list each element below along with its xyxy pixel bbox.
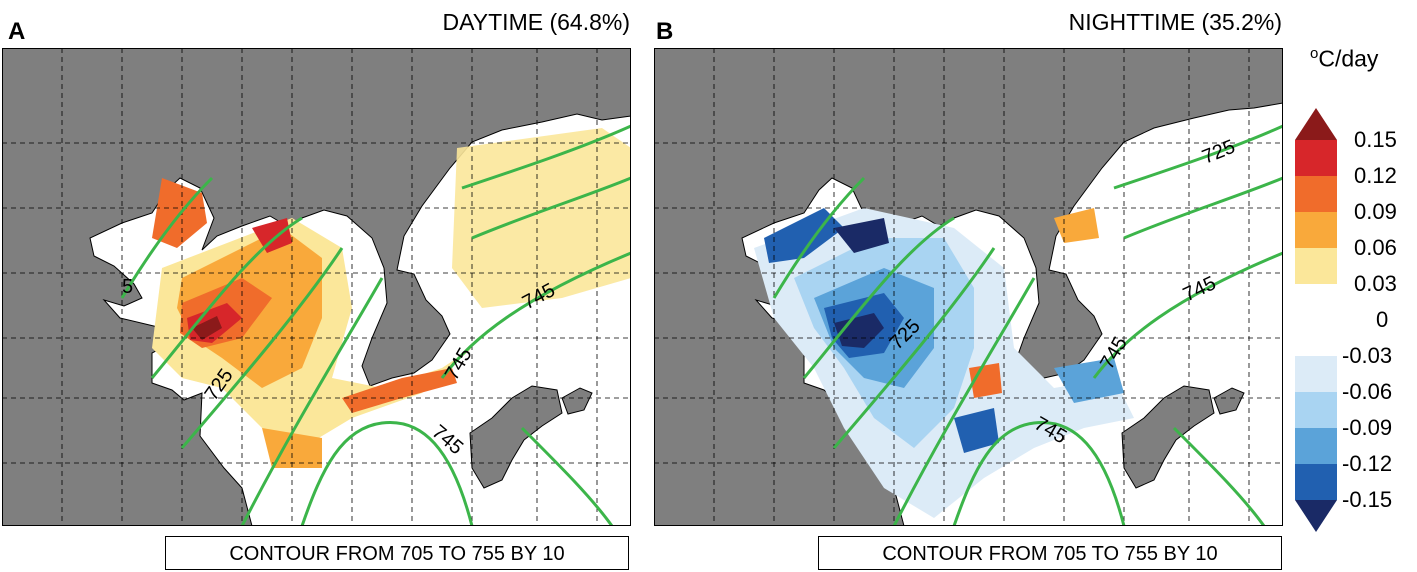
small-island xyxy=(1121,385,1215,489)
colorbar-segment xyxy=(1295,356,1337,392)
contour-label-5: 5 xyxy=(122,276,133,298)
colorbar-segment xyxy=(1295,464,1337,500)
unit-degree-sup: o xyxy=(1310,45,1319,62)
colorbar-tick-label: 0.15 xyxy=(1354,127,1397,152)
colorbar-tick-label: 0.12 xyxy=(1354,163,1397,188)
colorbar-tick-label: -0.09 xyxy=(1342,415,1393,440)
small-islet xyxy=(561,387,593,415)
colorbar-segment xyxy=(1295,248,1337,284)
colorbar-segment xyxy=(1295,392,1337,428)
colorbar-tick-label: -0.06 xyxy=(1342,379,1393,404)
panel-b-title: NIGHTTIME (35.2%) xyxy=(1068,9,1282,35)
panel-b-contour-note: CONTOUR FROM 705 TO 755 BY 10 xyxy=(818,536,1282,570)
colorbar-tick-label: -0.03 xyxy=(1342,343,1393,368)
colorbar xyxy=(1295,108,1337,532)
colorbar-tick-label: -0.15 xyxy=(1342,487,1393,512)
colorbar-unit: oC/day xyxy=(1310,42,1378,71)
colorbar-tick-label: 0.09 xyxy=(1354,199,1397,224)
colorbar-bottom-triangle xyxy=(1295,500,1337,532)
colorbar-tick-label: 0.03 xyxy=(1354,271,1397,296)
colorbar-segment xyxy=(1295,428,1337,464)
map-grid xyxy=(654,48,1283,526)
small-island xyxy=(469,385,563,489)
unit-main: C/day xyxy=(1318,45,1379,72)
colorbar-tick-label: 0.06 xyxy=(1354,235,1397,260)
colorbar-segment xyxy=(1295,140,1337,176)
colorbar-segment xyxy=(1295,212,1337,248)
panel-a-map: 725 745 745 745 5 xyxy=(2,48,631,526)
contour-lines xyxy=(772,124,1283,526)
panel-a-title: DAYTIME (64.8%) xyxy=(442,9,630,35)
panel-b-letter: B xyxy=(656,18,674,45)
colorbar-segment xyxy=(1295,176,1337,212)
colorbar-tick-label: 0 xyxy=(1376,307,1389,332)
panel-a-letter: A xyxy=(8,18,26,45)
colorbar-top-triangle xyxy=(1295,108,1337,140)
panel-a-contour-note: CONTOUR FROM 705 TO 755 BY 10 xyxy=(165,536,629,570)
colorbar-tick-label: -0.12 xyxy=(1342,451,1393,476)
panel-b-map: 725 725 745 745 745 xyxy=(654,48,1283,526)
small-islet xyxy=(1213,387,1245,415)
contour-lines xyxy=(120,124,631,526)
